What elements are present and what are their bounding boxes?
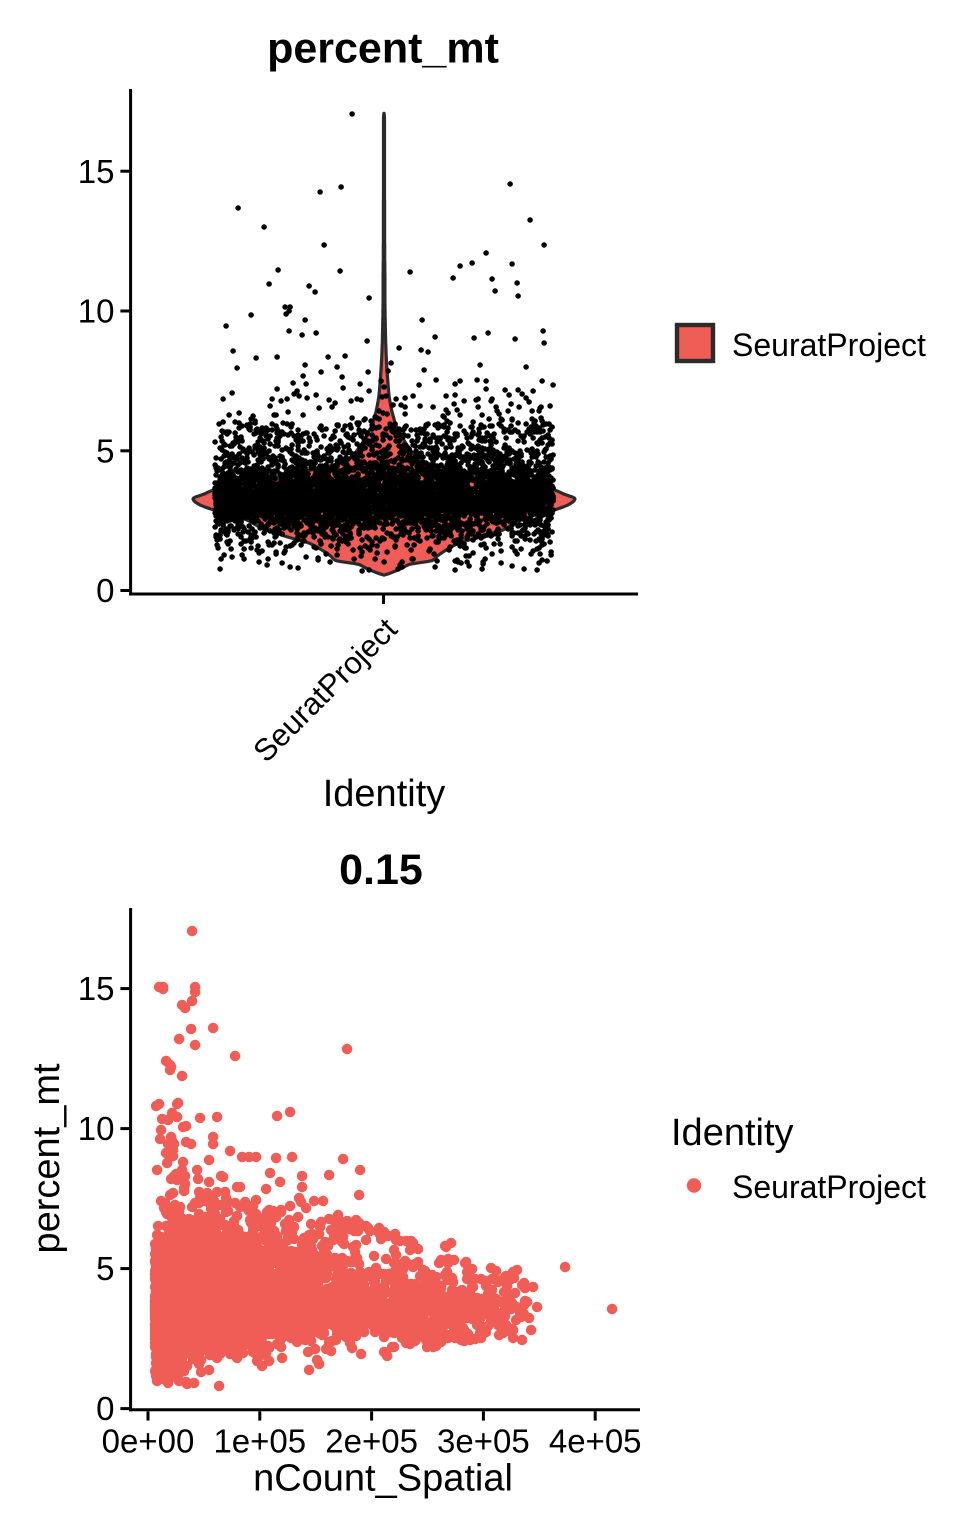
svg-text:10: 10 xyxy=(78,1110,115,1147)
svg-text:Identity: Identity xyxy=(671,1112,794,1154)
svg-text:0: 0 xyxy=(96,572,114,609)
svg-text:percent_mt: percent_mt xyxy=(267,25,499,73)
svg-text:0.15: 0.15 xyxy=(339,846,423,894)
svg-text:5: 5 xyxy=(96,432,114,469)
svg-text:Identity: Identity xyxy=(323,773,446,815)
svg-text:15: 15 xyxy=(78,153,115,190)
svg-text:0e+00: 0e+00 xyxy=(102,1423,195,1460)
svg-text:15: 15 xyxy=(78,970,115,1007)
svg-text:10: 10 xyxy=(78,293,115,330)
svg-text:SeuratProject: SeuratProject xyxy=(732,1169,926,1205)
svg-text:1e+05: 1e+05 xyxy=(213,1423,306,1460)
svg-text:nCount_Spatial: nCount_Spatial xyxy=(253,1458,513,1500)
svg-text:4e+05: 4e+05 xyxy=(549,1423,642,1460)
svg-text:5: 5 xyxy=(96,1250,114,1287)
svg-text:0: 0 xyxy=(96,1390,114,1427)
svg-text:SeuratProject: SeuratProject xyxy=(732,327,926,363)
svg-text:2e+05: 2e+05 xyxy=(325,1423,418,1460)
svg-text:3e+05: 3e+05 xyxy=(437,1423,530,1460)
svg-text:percent_mt: percent_mt xyxy=(26,1063,68,1254)
